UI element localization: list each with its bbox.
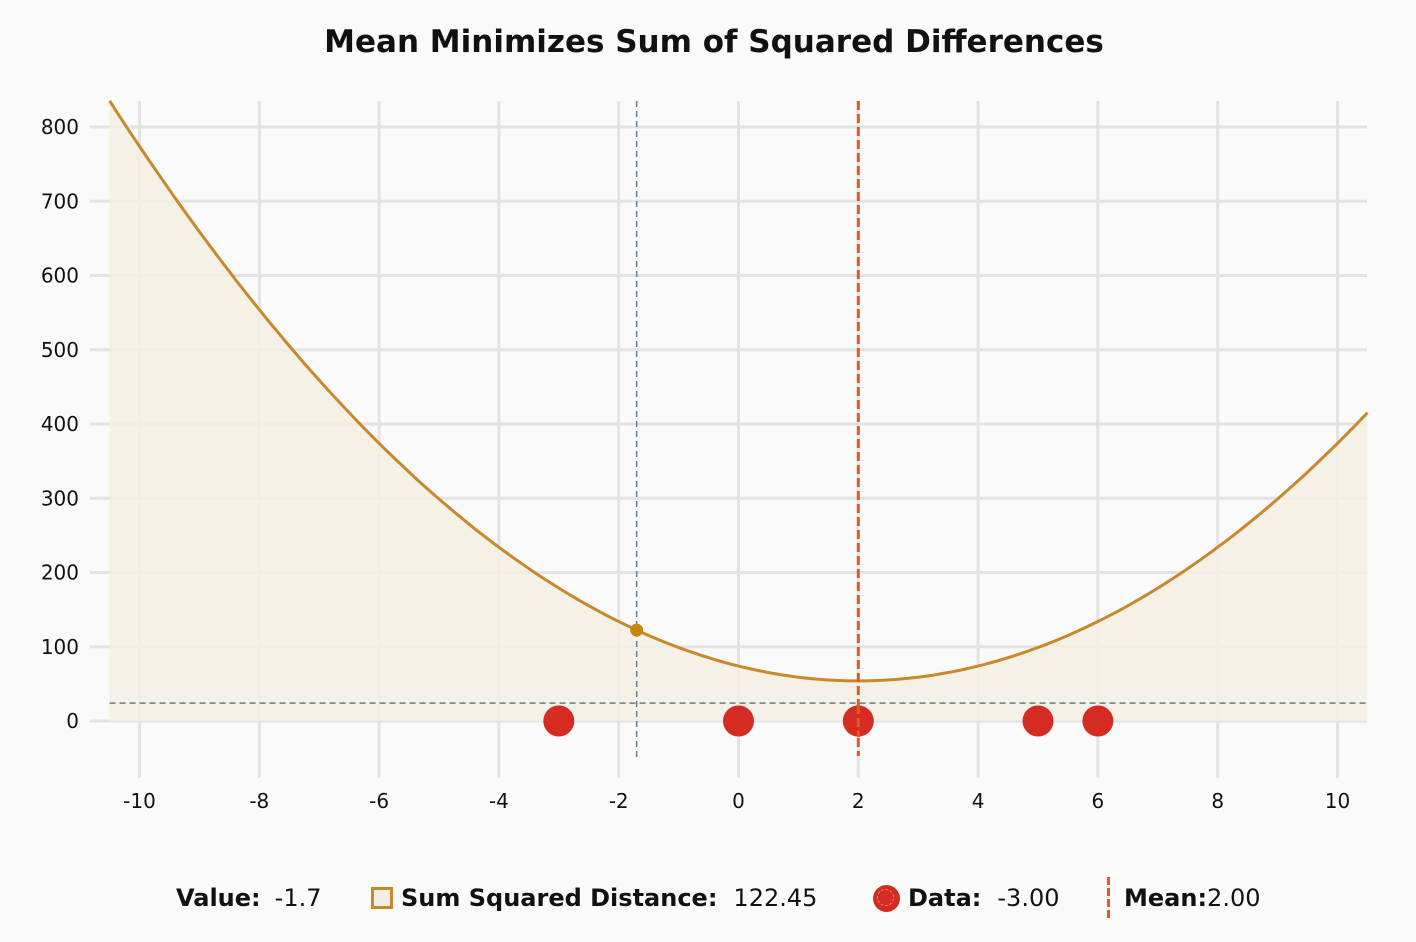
data-point	[1022, 705, 1054, 737]
y-tick-label: 600	[41, 264, 79, 288]
plot-area	[108, 99, 1369, 722]
x-tick-label: 0	[732, 789, 745, 813]
x-tick-label: 4	[972, 789, 985, 813]
legend-value: Value: -1.7	[176, 870, 321, 926]
y-tick-label: 300	[41, 486, 79, 510]
y-tick-label: 700	[41, 189, 79, 213]
x-tick-label: -4	[489, 789, 509, 813]
y-tick-label: 100	[41, 635, 79, 659]
data-point	[723, 705, 754, 737]
ssd-swatch-icon	[371, 887, 393, 909]
legend-value-label: Value:	[176, 884, 261, 912]
x-tick-label: -8	[249, 789, 269, 813]
x-tick-label: 10	[1325, 789, 1350, 813]
x-tick-label: 8	[1211, 789, 1224, 813]
ssd-area	[109, 100, 1368, 722]
legend-ssd-label: Sum Squared Distance:	[401, 884, 718, 912]
legend-ssd[interactable]: Sum Squared Distance: 122.45	[371, 870, 817, 926]
x-tick-label: 2	[852, 789, 865, 813]
legend-data-label: Data:	[908, 884, 982, 912]
y-tick-label: 200	[41, 561, 79, 585]
y-tick-label: 500	[41, 338, 79, 362]
legend-ssd-value: 122.45	[733, 884, 818, 912]
legend: Value: -1.7 Sum Squared Distance: 122.45…	[0, 870, 1416, 926]
legend-value-number: -1.7	[274, 884, 322, 912]
data-point	[1082, 705, 1114, 737]
cursor-dot	[630, 623, 644, 637]
x-tick-label: -2	[609, 789, 629, 813]
y-tick-label: 0	[66, 709, 79, 733]
data-point-icon	[873, 884, 900, 912]
mean-line-icon	[1107, 877, 1110, 919]
chart-title: Mean Minimizes Sum of Squared Difference…	[324, 24, 1104, 60]
y-axis: 0 100 200 300 400 500 600 700 800	[41, 115, 79, 733]
x-tick-label: -10	[123, 789, 156, 813]
x-axis: -10 -8 -6 -4 -2 0 2 4 6 8 10	[123, 789, 1350, 813]
x-tick-label: 6	[1092, 789, 1105, 813]
legend-mean[interactable]: Mean: 2.00	[1107, 870, 1260, 926]
legend-data[interactable]: Data: -3.00	[873, 870, 1060, 926]
y-tick-label: 400	[41, 412, 79, 436]
data-point	[543, 705, 575, 737]
legend-mean-value: 2.00	[1207, 884, 1261, 912]
overlay	[109, 101, 1367, 758]
legend-data-value: -3.00	[997, 884, 1060, 912]
y-tick-label: 800	[41, 115, 79, 139]
ssd-curve	[108, 99, 1369, 683]
legend-mean-label: Mean:	[1124, 884, 1208, 912]
x-tick-label: -6	[369, 789, 389, 813]
